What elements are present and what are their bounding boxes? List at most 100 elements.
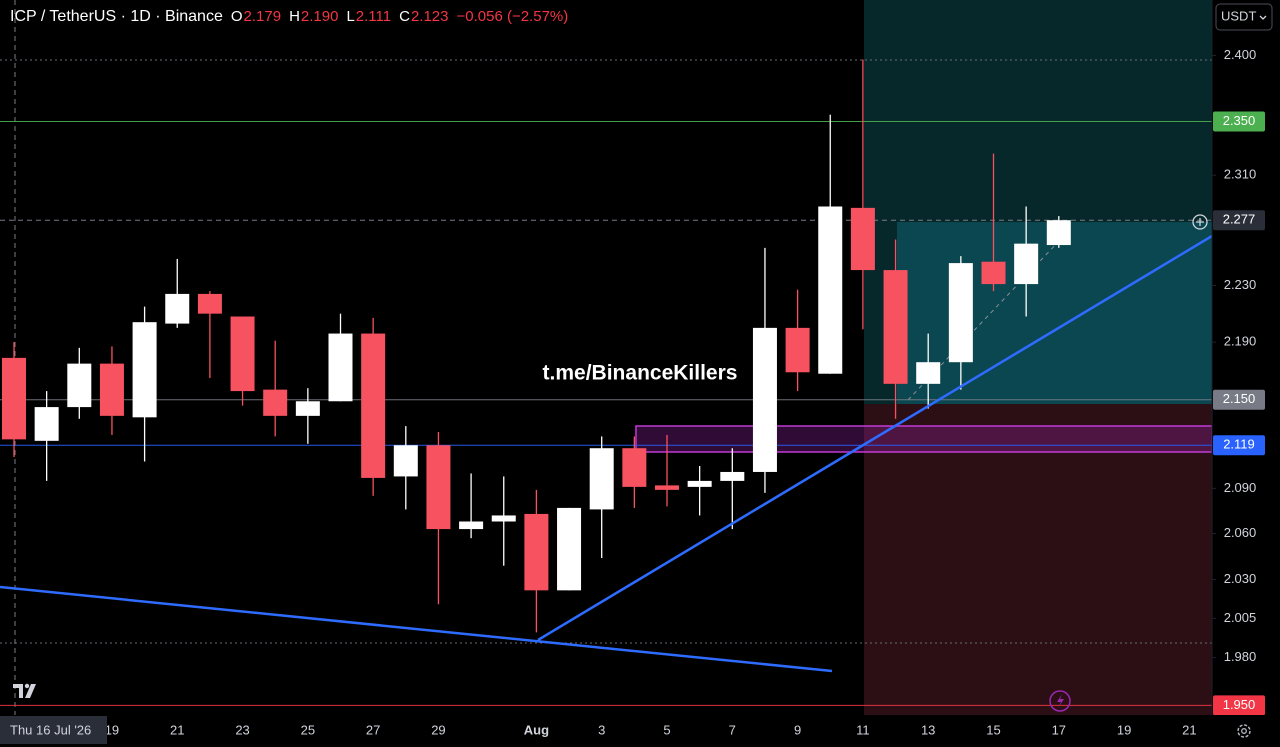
add-alert[interactable] [1192,214,1208,230]
candle-body [524,513,549,591]
y-tick-label: 2.005 [1224,610,1257,625]
currency-button[interactable]: USDT [1215,3,1273,31]
ohlc-value: 2.190 [301,8,339,25]
button-label[interactable]: USDT [1221,8,1256,23]
candle-body [1046,220,1071,246]
tv-logo[interactable] [13,683,36,698]
candle-body [557,507,582,591]
price-label-box [1213,389,1265,410]
price-label: 2.277 [1223,212,1256,227]
x-tick-label: 29 [431,722,445,737]
gear[interactable] [1237,724,1251,738]
candle-body [589,448,614,510]
time-axis [0,715,1280,747]
candle-body [34,407,59,441]
y-tick-label: 2.310 [1224,167,1257,182]
plus-circle[interactable] [1192,214,1208,230]
logo-dot [24,683,30,689]
y-tick-label: 2.400 [1224,47,1257,62]
ohlc-key: H [289,8,300,25]
x-tick-label: 9 [794,722,801,737]
candle-body [850,207,875,271]
plus [1196,218,1204,226]
candle-body [328,333,353,402]
candle-body [67,363,92,408]
candle-body [720,471,745,481]
x-tick-label: 13 [921,722,935,737]
x-tick-label: 21 [170,722,184,737]
candle-body [99,363,124,416]
y-tick-label: 2.030 [1224,571,1257,586]
price-label-box [1213,210,1265,231]
trend-line [0,585,833,673]
candle-body [393,445,418,477]
settings-button[interactable] [1237,724,1251,738]
x-tick-label: 7 [729,722,736,737]
position-tool [864,0,1212,715]
candle-body [981,261,1006,285]
candle-body [752,327,777,472]
x-tick-label: 27 [366,722,380,737]
zone-box [635,425,1213,453]
x-tick-label: 3 [598,722,605,737]
x-tick-label: 23 [235,722,249,737]
logo-shape[interactable] [13,684,36,698]
ohlc-value: 2.111 [356,8,391,25]
x-tick-label: 19 [1117,722,1131,737]
y-tick-label: 2.230 [1224,277,1257,292]
candle-body [1014,243,1039,285]
ohlc-key: L [346,8,354,25]
candle-body [459,521,484,530]
header: ICP / TetherUS · 1D · Binance O 2.179 H 2.1… [10,8,568,25]
x-tick-label: 15 [986,722,1000,737]
price-label: 2.119 [1223,437,1255,452]
lightning-button[interactable] [1049,690,1071,712]
candle-body [818,206,843,374]
candle-body [295,401,320,416]
price-label: 2.150 [1223,391,1256,406]
candle-body [655,485,679,490]
candle-body [785,327,810,373]
candle-body [491,515,516,522]
y-tick-label: 1.980 [1224,649,1257,664]
candle-body [948,263,973,363]
candle-body [165,293,190,324]
active-profit-zone [897,222,1212,404]
price-label-box [1213,111,1265,132]
lightning-circle[interactable] [1049,690,1071,712]
crosshair-label-box [0,716,107,744]
candle-body [426,445,451,530]
candle-body [361,333,386,478]
candle-body [132,322,157,418]
ohlc-value: 2.179 [244,8,282,25]
candle-body [622,448,647,487]
x-tick-label: 25 [301,722,315,737]
x-tick-label: Aug [524,722,549,737]
x-tick-label: 5 [663,722,670,737]
candle-body [883,270,908,384]
ohlc-key: C [399,8,410,25]
button-frame [1215,3,1273,31]
x-tick-label: 11 [856,722,870,737]
y-tick-label: 2.090 [1224,480,1257,495]
symbol-title: ICP / TetherUS · 1D · Binance [10,8,223,25]
trend-line [537,234,1213,642]
candle-body [197,293,222,314]
candle-body [687,480,712,487]
x-tick-label: 19 [105,722,119,737]
watermark: t.me/BinanceKillers [543,362,738,385]
ohlc-value: 2.123 [411,8,449,25]
price-label: 2.350 [1223,113,1256,128]
loss-zone [864,404,1212,715]
price-label: 1.950 [1223,697,1256,712]
chevron [1259,15,1267,20]
ohlc-key: O [231,8,243,25]
y-tick-label: 2.060 [1224,525,1257,540]
price-label-box [1213,435,1265,456]
crosshair-label: Thu 16 Jul '26 [10,722,91,737]
price-label-box [1213,695,1265,716]
candle-body [2,357,26,440]
x-tick-label: 17 [1052,722,1066,737]
